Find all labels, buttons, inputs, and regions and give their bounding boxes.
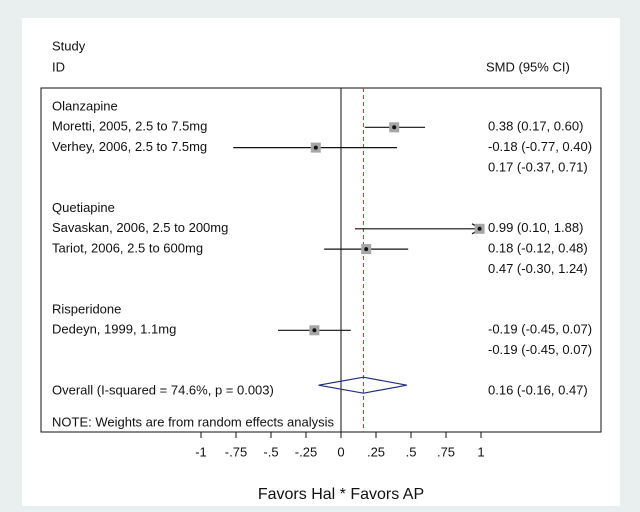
group-name: Olanzapine xyxy=(52,98,118,113)
x-tick-label: -.5 xyxy=(263,444,278,459)
point-estimate xyxy=(392,125,397,130)
study-label: Moretti, 2005, 2.5 to 7.5mg xyxy=(52,119,207,134)
x-tick-label: 0 xyxy=(337,444,344,459)
study-label: Savaskan, 2006, 2.5 to 200mg xyxy=(52,220,228,235)
x-tick-label: -.75 xyxy=(225,444,247,459)
x-tick-label: -1 xyxy=(195,444,207,459)
point-estimate xyxy=(364,247,369,252)
effect-header: SMD (95% CI) xyxy=(486,59,570,74)
group-name: Risperidone xyxy=(52,301,121,316)
effect-label: -0.18 (-0.77, 0.40) xyxy=(488,139,592,154)
overall-label: Overall (I-squared = 74.6%, p = 0.003) xyxy=(52,383,274,398)
effect-label: 0.38 (0.17, 0.60) xyxy=(488,119,583,134)
note: NOTE: Weights are from random effects an… xyxy=(52,414,335,429)
x-tick-label: -.25 xyxy=(295,444,317,459)
point-estimate xyxy=(477,226,482,231)
x-tick-label: 1 xyxy=(477,444,484,459)
x-tick-label: .75 xyxy=(437,444,455,459)
header: ID xyxy=(52,59,65,74)
x-tick-label: .25 xyxy=(367,444,385,459)
header: Study xyxy=(52,38,86,53)
overall-effect-label: 0.16 (-0.16, 0.47) xyxy=(488,383,588,398)
study-label: Dedeyn, 1999, 1.1mg xyxy=(52,322,176,337)
study-label: Tariot, 2006, 2.5 to 600mg xyxy=(52,241,203,256)
subtotal-label: 0.17 (-0.37, 0.71) xyxy=(488,159,588,174)
effect-label: 0.18 (-0.12, 0.48) xyxy=(488,241,588,256)
group-name: Quetiapine xyxy=(52,200,115,215)
subtotal-label: 0.47 (-0.30, 1.24) xyxy=(488,261,588,276)
point-estimate xyxy=(313,145,318,150)
study-label: Verhey, 2006, 2.5 to 7.5mg xyxy=(52,139,207,154)
point-estimate xyxy=(312,328,317,333)
effect-label: 0.99 (0.10, 1.88) xyxy=(488,220,583,235)
x-tick-label: .5 xyxy=(406,444,417,459)
effect-label: -0.19 (-0.45, 0.07) xyxy=(488,322,592,337)
overall-diamond xyxy=(318,376,407,394)
subtotal-label: -0.19 (-0.45, 0.07) xyxy=(488,342,592,357)
plot-region xyxy=(22,18,620,506)
x-axis-label: Favors Hal * Favors AP xyxy=(258,486,424,503)
